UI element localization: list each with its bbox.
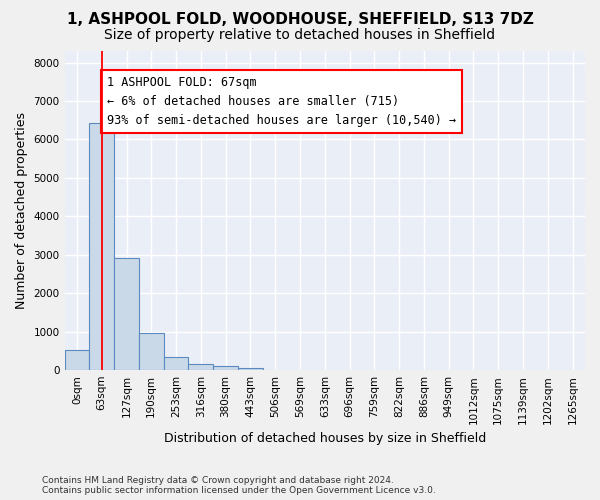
Bar	[164, 358, 188, 370]
Text: 1, ASHPOOL FOLD, WOODHOUSE, SHEFFIELD, S13 7DZ: 1, ASHPOOL FOLD, WOODHOUSE, SHEFFIELD, S…	[67, 12, 533, 28]
Bar	[89, 123, 114, 370]
Bar	[65, 350, 89, 370]
Text: 1 ASHPOOL FOLD: 67sqm
← 6% of detached houses are smaller (715)
93% of semi-deta: 1 ASHPOOL FOLD: 67sqm ← 6% of detached h…	[107, 76, 456, 127]
Bar	[139, 333, 164, 370]
X-axis label: Distribution of detached houses by size in Sheffield: Distribution of detached houses by size …	[164, 432, 486, 445]
Bar	[213, 366, 238, 370]
Text: Size of property relative to detached houses in Sheffield: Size of property relative to detached ho…	[104, 28, 496, 42]
Y-axis label: Number of detached properties: Number of detached properties	[15, 112, 28, 309]
Bar	[114, 258, 139, 370]
Text: Contains HM Land Registry data © Crown copyright and database right 2024.
Contai: Contains HM Land Registry data © Crown c…	[42, 476, 436, 495]
Bar	[188, 364, 213, 370]
Bar	[238, 368, 263, 370]
